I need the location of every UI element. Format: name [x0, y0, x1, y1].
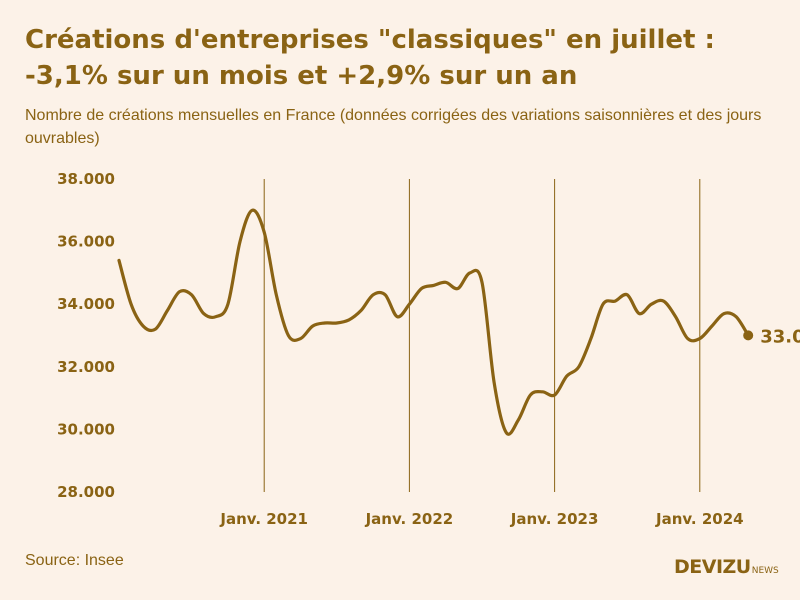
source-note: Source: Insee [25, 552, 124, 569]
x-axis-ticks: Janv. 2021 Janv. 2022 Janv. 2023 Janv. 2024 [219, 510, 743, 528]
series-line [117, 208, 750, 436]
y-tick-label: 34.000 [57, 295, 115, 313]
x-tick-label: Janv. 2023 [510, 510, 599, 528]
y-tick-label: 28.000 [57, 483, 115, 501]
logo-sub-text: NEWS [751, 566, 779, 576]
y-tick-label: 38.000 [57, 170, 115, 188]
chart-title: Créations d'entreprises "classiques" en … [25, 25, 715, 91]
x-tick-label: Janv. 2021 [219, 510, 308, 528]
y-tick-label: 36.000 [57, 233, 115, 251]
vertical-gridlines [263, 179, 701, 492]
logo-main-text: DEVIZU [674, 556, 751, 578]
chart-subtitle: Nombre de créations mensuelles en France… [25, 107, 762, 147]
last-value-label: 33.004 [760, 326, 800, 347]
y-tick-label: 32.000 [57, 358, 115, 376]
last-point-marker [743, 330, 754, 341]
y-tick-label: 30.000 [57, 420, 115, 438]
x-tick-label: Janv. 2024 [655, 510, 744, 528]
y-axis-ticks: 38.000 36.000 34.000 32.000 30.000 28.000 [57, 170, 115, 501]
x-tick-label: Janv. 2022 [365, 510, 454, 528]
brand-logo: DEVIZUNEWS [674, 556, 779, 578]
